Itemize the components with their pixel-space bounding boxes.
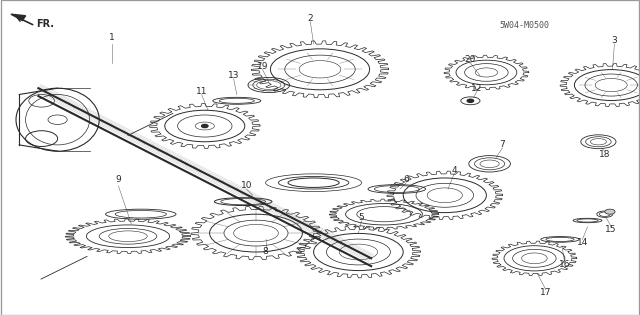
Text: 18: 18 — [599, 150, 611, 159]
Text: 9: 9 — [116, 175, 121, 184]
Text: 5: 5 — [359, 213, 364, 222]
Text: 16: 16 — [559, 260, 570, 269]
Text: FR.: FR. — [36, 19, 54, 29]
Text: 6: 6 — [404, 175, 409, 184]
Text: 12: 12 — [471, 84, 483, 93]
Text: 8: 8 — [263, 248, 268, 256]
Text: 2: 2 — [308, 14, 313, 23]
Text: 7: 7 — [500, 140, 505, 149]
Text: 10: 10 — [241, 181, 252, 190]
Text: 3: 3 — [612, 37, 617, 45]
Text: 15: 15 — [605, 226, 617, 234]
Text: 11: 11 — [196, 87, 207, 96]
Text: 14: 14 — [577, 238, 588, 247]
Text: 4: 4 — [452, 166, 457, 175]
Circle shape — [605, 209, 615, 214]
Text: 17: 17 — [540, 289, 552, 297]
Circle shape — [202, 124, 208, 128]
Text: 5W04-M0500: 5W04-M0500 — [499, 21, 549, 30]
Text: 1: 1 — [109, 33, 115, 42]
Polygon shape — [11, 14, 26, 20]
Text: 19: 19 — [257, 62, 268, 71]
Text: 13: 13 — [228, 71, 239, 80]
Text: 20: 20 — [465, 55, 476, 64]
Circle shape — [467, 99, 474, 102]
